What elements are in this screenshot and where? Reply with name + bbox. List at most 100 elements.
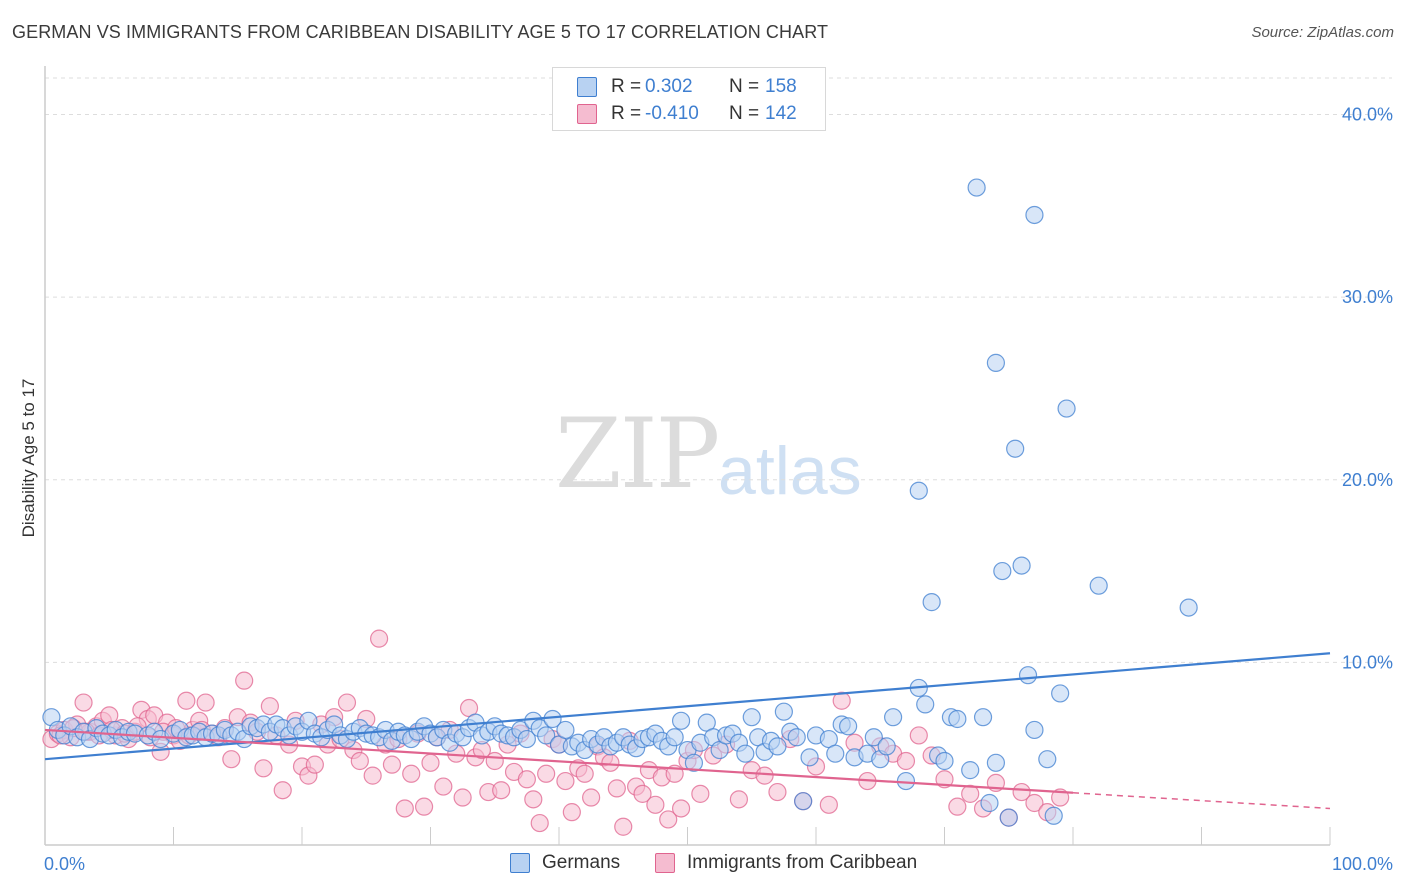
point-caribbean xyxy=(74,693,93,712)
y-axis-label: Disability Age 5 to 17 xyxy=(19,379,38,538)
point-germans xyxy=(916,695,935,714)
point-caribbean xyxy=(582,788,601,807)
point-germans xyxy=(826,744,845,763)
point-germans xyxy=(1018,666,1038,685)
point-caribbean xyxy=(909,726,928,745)
point-caribbean xyxy=(434,777,453,796)
point-germans xyxy=(684,753,704,772)
legend-row-germans: R = 0.302 N = 158 xyxy=(553,74,825,100)
point-caribbean xyxy=(633,784,652,803)
legend-swatch-caribbean xyxy=(577,104,597,124)
point-germans xyxy=(839,717,858,736)
point-caribbean xyxy=(896,751,916,771)
point-caribbean xyxy=(1025,793,1044,813)
point-germans xyxy=(1006,439,1025,458)
point-germans xyxy=(800,748,819,767)
point-germans xyxy=(935,751,954,771)
legend-n-label: N = xyxy=(729,103,760,124)
point-caribbean xyxy=(659,810,678,829)
point-caribbean xyxy=(222,750,241,769)
point-germans xyxy=(768,737,787,756)
point-germans xyxy=(896,771,916,791)
point-caribbean xyxy=(254,759,273,778)
legend-row-caribbean: R = -0.410 N = 142 xyxy=(553,101,825,127)
point-germans xyxy=(787,728,806,747)
point-germans xyxy=(909,481,928,500)
point-germans xyxy=(671,711,691,730)
series-germans-points xyxy=(42,178,1198,827)
point-germans xyxy=(1089,576,1108,595)
point-germans xyxy=(973,708,993,727)
point-germans xyxy=(742,708,761,727)
point-germans xyxy=(1179,598,1198,617)
watermark-atlas: atlas xyxy=(718,433,862,509)
point-caribbean xyxy=(337,693,357,712)
y-tick-label: 40.0% xyxy=(1342,105,1393,125)
point-germans xyxy=(665,728,684,747)
point-caribbean xyxy=(273,781,292,800)
trend-line-caribbean xyxy=(44,728,1074,794)
legend-label-caribbean: Immigrants from Caribbean xyxy=(687,852,918,873)
point-germans xyxy=(1025,205,1044,225)
point-germans xyxy=(922,593,941,612)
point-caribbean xyxy=(530,813,549,833)
point-germans xyxy=(986,753,1006,772)
point-caribbean xyxy=(402,764,421,783)
legend-r-label: R = xyxy=(611,103,642,124)
point-caribbean xyxy=(575,764,594,783)
point-caribbean xyxy=(370,629,389,648)
point-caribbean xyxy=(260,697,279,716)
point-caribbean xyxy=(453,788,472,807)
point-germans xyxy=(883,708,903,727)
point-caribbean xyxy=(755,766,774,785)
legend-n-label: N = xyxy=(729,76,760,97)
point-germans xyxy=(980,793,999,813)
point-caribbean xyxy=(414,797,434,816)
y-tick-label: 20.0% xyxy=(1342,470,1393,490)
point-caribbean xyxy=(562,803,581,822)
point-germans xyxy=(556,720,575,740)
point-germans xyxy=(736,744,755,763)
point-caribbean xyxy=(382,755,402,774)
legend-item-germans[interactable]: Germans xyxy=(510,852,620,874)
point-germans xyxy=(967,178,986,197)
watermark-zip: ZIP xyxy=(555,398,720,510)
point-caribbean xyxy=(363,766,382,785)
point-caribbean xyxy=(729,790,749,809)
point-germans xyxy=(986,353,1006,372)
point-germans xyxy=(1038,750,1057,769)
point-germans xyxy=(1051,684,1070,703)
gridlines xyxy=(45,77,1392,663)
trend-line-germans xyxy=(44,652,1331,761)
correlation-legend: R = 0.302 N = 158 R = -0.410 N = 142 xyxy=(552,67,826,131)
point-caribbean xyxy=(1012,782,1031,802)
trend-lines xyxy=(44,652,1331,810)
y-tick-label: 10.0% xyxy=(1342,652,1393,672)
point-caribbean xyxy=(421,753,440,772)
legend-r-label: R = xyxy=(611,76,642,97)
point-germans xyxy=(961,761,980,780)
x-tick-label: 0.0% xyxy=(44,854,85,874)
point-caribbean xyxy=(350,751,369,771)
point-caribbean xyxy=(607,779,626,798)
point-caribbean xyxy=(556,771,575,791)
point-caribbean xyxy=(819,795,838,814)
point-caribbean xyxy=(948,797,967,816)
point-caribbean xyxy=(935,770,954,789)
point-germans xyxy=(999,808,1018,827)
legend-item-caribbean[interactable]: Immigrants from Caribbean xyxy=(655,852,917,874)
point-germans xyxy=(948,709,967,729)
point-caribbean xyxy=(614,817,633,836)
chart-title: GERMAN VS IMMIGRANTS FROM CARIBBEAN DISA… xyxy=(12,22,829,42)
point-caribbean xyxy=(768,782,787,802)
legend-swatch-caribbean xyxy=(655,853,675,873)
legend-n-value: 158 xyxy=(765,76,797,97)
point-caribbean xyxy=(177,691,196,710)
point-germans xyxy=(537,726,556,745)
point-germans xyxy=(1057,399,1076,418)
point-germans xyxy=(993,561,1012,581)
source-label: Source: ZipAtlas.com xyxy=(1251,24,1394,41)
point-caribbean xyxy=(832,691,851,710)
point-germans xyxy=(517,729,536,749)
series-legend: Germans Immigrants from Caribbean xyxy=(0,852,1406,878)
